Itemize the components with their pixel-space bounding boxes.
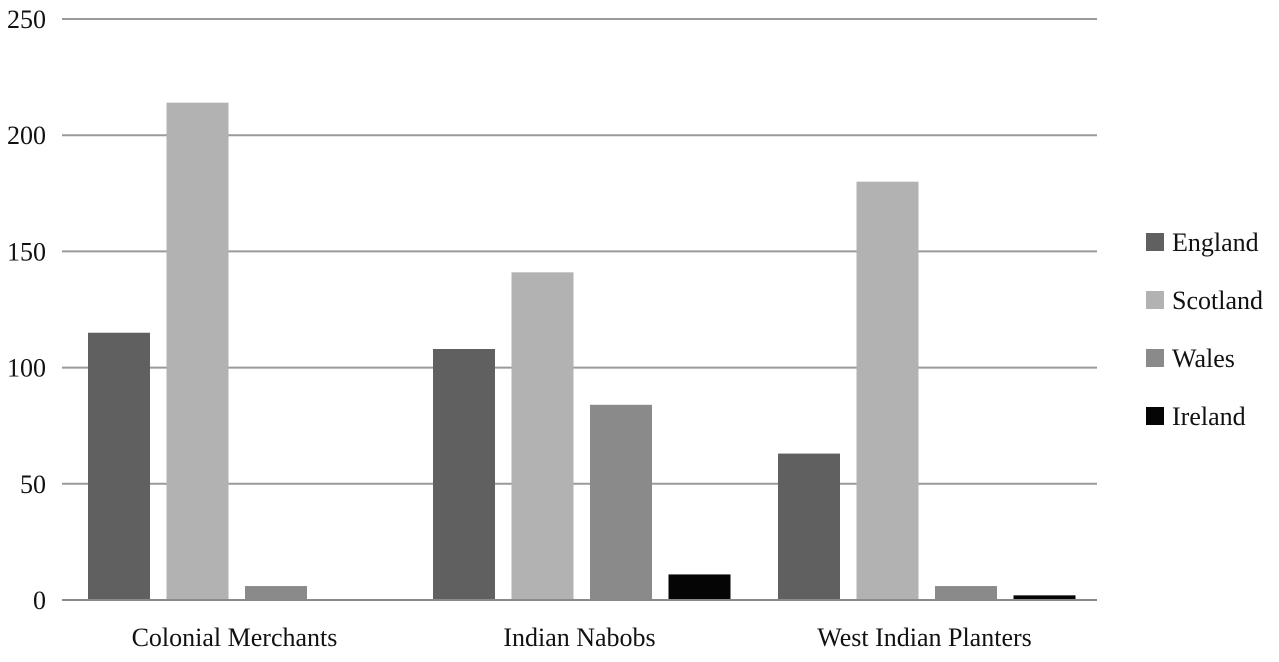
bar-england-1 (433, 349, 495, 600)
y-tick-label-250: 250 (7, 5, 46, 34)
bar-wales-2 (935, 586, 997, 600)
y-tick-label-150: 150 (7, 237, 46, 266)
legend-item-ireland: Ireland (1146, 402, 1246, 431)
bar-scotland-2 (856, 181, 919, 600)
legend-item-scotland: Scotland (1146, 286, 1263, 315)
x-category-label-2: West Indian Planters (817, 623, 1032, 652)
gridlines (62, 18, 1097, 485)
legend-label-wales: Wales (1172, 344, 1235, 373)
legend-swatch-ireland (1146, 407, 1164, 425)
bars (88, 102, 1076, 600)
bar-wales-0 (245, 586, 307, 600)
legend-swatch-wales (1146, 349, 1164, 367)
y-tick-label-200: 200 (7, 121, 46, 150)
y-tick-label-0: 0 (33, 586, 46, 615)
x-axis-categories: Colonial Merchants Indian Nabobs West Indi… (132, 623, 1032, 652)
bar-ireland-1 (668, 574, 731, 600)
bar-scotland-0 (166, 102, 229, 600)
legend-label-england: England (1172, 228, 1259, 257)
y-tick-label-50: 50 (20, 470, 46, 499)
y-tick-label-100: 100 (7, 354, 46, 383)
legend-swatch-england (1146, 233, 1164, 251)
legend-swatch-scotland (1146, 291, 1164, 309)
y-axis-ticks: 0 50 100 150 200 250 (7, 5, 46, 615)
bar-england-0 (88, 332, 150, 600)
legend-label-scotland: Scotland (1172, 286, 1263, 315)
x-category-label-0: Colonial Merchants (132, 623, 338, 652)
bar-ireland-2 (1013, 595, 1076, 600)
x-category-label-1: Indian Nabobs (503, 623, 655, 652)
legend: England Scotland Wales Ireland (1146, 228, 1263, 431)
bar-england-2 (778, 453, 840, 600)
legend-item-wales: Wales (1146, 344, 1235, 373)
bar-scotland-1 (511, 272, 574, 600)
legend-item-england: England (1146, 228, 1259, 257)
bar-wales-1 (590, 404, 652, 600)
legend-label-ireland: Ireland (1172, 402, 1246, 431)
